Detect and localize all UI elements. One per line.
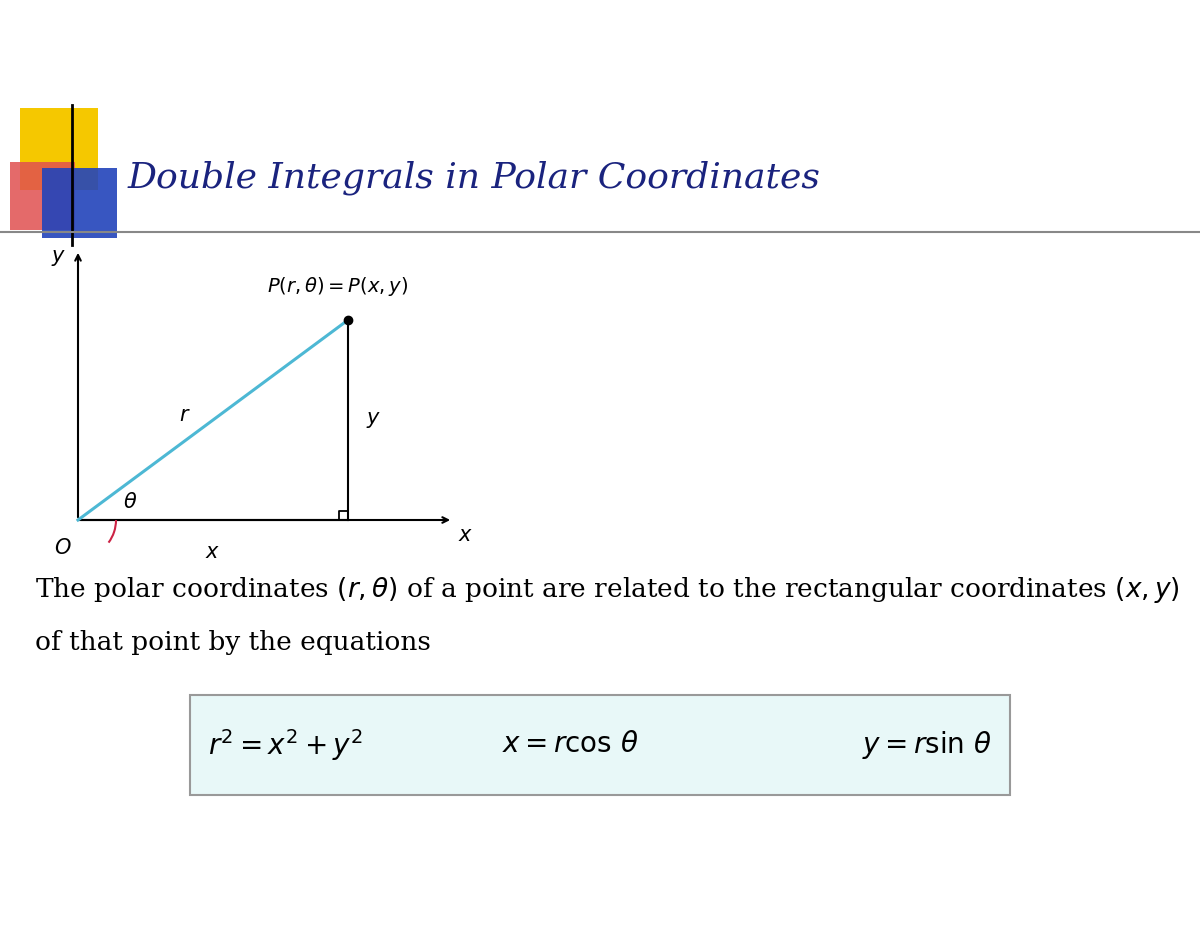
Text: $y$: $y$ xyxy=(50,248,66,268)
Bar xyxy=(190,695,1010,795)
Text: of that point by the equations: of that point by the equations xyxy=(35,630,431,655)
Bar xyxy=(42,168,118,238)
Bar xyxy=(20,108,98,190)
Text: $x$: $x$ xyxy=(458,525,473,545)
Bar xyxy=(10,162,74,230)
Text: $x = r\cos\,\theta$: $x = r\cos\,\theta$ xyxy=(502,731,638,758)
Text: $y = r\sin\,\theta$: $y = r\sin\,\theta$ xyxy=(862,729,992,761)
Text: $P(r, \theta) = P(x, y)$: $P(r, \theta) = P(x, y)$ xyxy=(268,275,409,298)
Text: $r$: $r$ xyxy=(179,405,191,425)
Text: The polar coordinates $(r, \theta)$ of a point are related to the rectangular co: The polar coordinates $(r, \theta)$ of a… xyxy=(35,575,1180,605)
Text: Double Integrals in Polar Coordinates: Double Integrals in Polar Coordinates xyxy=(128,160,821,196)
Text: $r^2 = x^2 + y^2$: $r^2 = x^2 + y^2$ xyxy=(208,727,362,763)
Text: $\theta$: $\theta$ xyxy=(122,492,137,512)
Text: $y$: $y$ xyxy=(366,410,382,430)
Text: $O$: $O$ xyxy=(54,538,72,558)
Text: $x$: $x$ xyxy=(205,542,221,562)
